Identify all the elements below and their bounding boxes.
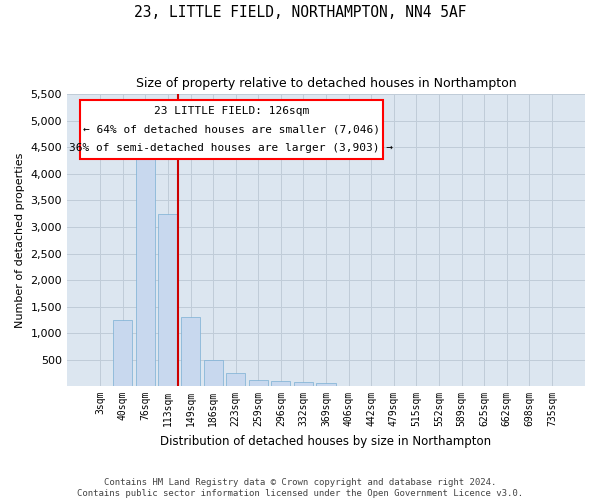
Text: ← 64% of detached houses are smaller (7,046): ← 64% of detached houses are smaller (7,… [83, 124, 380, 134]
Bar [158, 214, 178, 386]
Bar [294, 382, 313, 386]
Bar [226, 373, 245, 386]
Bar [136, 158, 155, 386]
X-axis label: Distribution of detached houses by size in Northampton: Distribution of detached houses by size … [160, 434, 491, 448]
Bar [203, 360, 223, 386]
Text: 23 LITTLE FIELD: 126sqm: 23 LITTLE FIELD: 126sqm [154, 106, 309, 116]
Bar [316, 383, 335, 386]
Text: 23, LITTLE FIELD, NORTHAMPTON, NN4 5AF: 23, LITTLE FIELD, NORTHAMPTON, NN4 5AF [134, 5, 466, 20]
Bar [113, 320, 133, 386]
Text: Contains HM Land Registry data © Crown copyright and database right 2024.
Contai: Contains HM Land Registry data © Crown c… [77, 478, 523, 498]
Title: Size of property relative to detached houses in Northampton: Size of property relative to detached ho… [136, 78, 517, 90]
FancyBboxPatch shape [80, 100, 383, 158]
Text: 36% of semi-detached houses are larger (3,903) →: 36% of semi-detached houses are larger (… [70, 143, 394, 153]
Y-axis label: Number of detached properties: Number of detached properties [15, 152, 25, 328]
Bar [248, 380, 268, 386]
Bar [271, 381, 290, 386]
Bar [181, 317, 200, 386]
